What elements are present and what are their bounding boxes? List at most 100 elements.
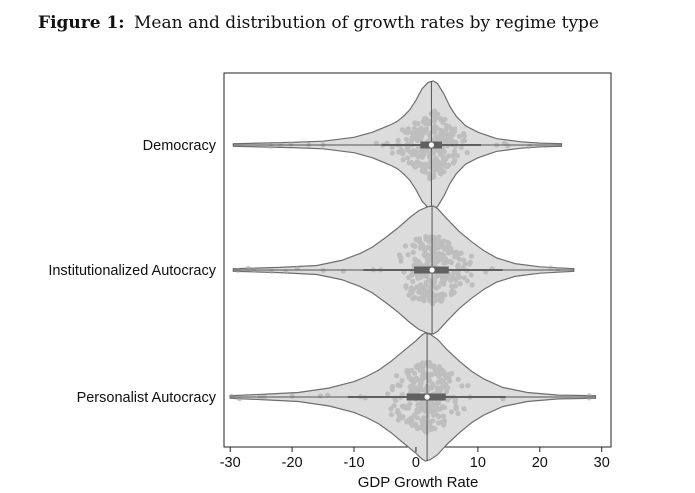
distribution-point bbox=[469, 282, 475, 288]
figure-title: Mean and distribution of growth rates by… bbox=[133, 13, 599, 33]
distribution-point bbox=[397, 383, 403, 389]
distribution-point bbox=[409, 160, 415, 166]
distribution-point bbox=[395, 407, 401, 414]
distribution-point bbox=[441, 274, 447, 281]
distribution-point bbox=[443, 375, 449, 381]
distribution-point bbox=[393, 373, 400, 379]
distribution-point bbox=[432, 292, 439, 298]
distribution-point bbox=[429, 371, 435, 377]
distribution-point bbox=[441, 260, 447, 266]
distribution-point bbox=[408, 285, 414, 291]
distribution-point bbox=[423, 282, 430, 288]
distribution-point bbox=[448, 291, 455, 298]
distribution-point bbox=[400, 415, 406, 421]
distribution-point bbox=[438, 130, 444, 136]
distribution-point bbox=[408, 388, 414, 394]
x-tick-label: 0 bbox=[412, 455, 420, 471]
distribution-point bbox=[412, 294, 418, 301]
x-tick-label: -10 bbox=[344, 455, 365, 471]
figure-label: Figure 1: bbox=[38, 13, 125, 33]
distribution-point bbox=[452, 126, 458, 132]
distribution-point bbox=[434, 385, 440, 391]
distribution-point bbox=[389, 150, 395, 156]
distribution-point bbox=[459, 383, 465, 389]
distribution-point bbox=[418, 380, 424, 386]
median-marker bbox=[429, 267, 435, 273]
distribution-point bbox=[397, 253, 403, 259]
distribution-point bbox=[440, 413, 446, 419]
distribution-point bbox=[416, 273, 422, 279]
distribution-point bbox=[453, 406, 459, 412]
distribution-point bbox=[436, 250, 442, 257]
outlier-point bbox=[288, 141, 294, 147]
distribution-point bbox=[406, 274, 412, 281]
distribution-point bbox=[423, 372, 429, 378]
distribution-point bbox=[403, 283, 409, 289]
distribution-point bbox=[436, 420, 442, 426]
outlier-point bbox=[289, 393, 295, 399]
distribution-point bbox=[460, 138, 466, 144]
category-label: Institutionalized Autocracy bbox=[48, 263, 216, 279]
distribution-point bbox=[468, 272, 474, 278]
distribution-point bbox=[411, 148, 417, 155]
distribution-point bbox=[428, 426, 434, 432]
x-tick-label: -20 bbox=[282, 455, 303, 471]
distribution-point bbox=[456, 133, 462, 139]
distribution-point bbox=[453, 283, 459, 289]
distribution-point bbox=[438, 117, 444, 123]
distribution-point bbox=[441, 148, 447, 154]
distribution-point bbox=[462, 261, 468, 267]
distribution-point bbox=[427, 378, 433, 384]
x-tick-label: -30 bbox=[220, 455, 241, 471]
distribution-point bbox=[435, 111, 441, 117]
distribution-point bbox=[426, 171, 432, 177]
distribution-point bbox=[452, 148, 458, 154]
distribution-point bbox=[435, 379, 441, 385]
distribution-point bbox=[395, 137, 401, 143]
figure-caption: Figure 1: Mean and distribution of growt… bbox=[38, 13, 599, 33]
distribution-point bbox=[407, 401, 413, 407]
x-tick-label: 20 bbox=[532, 455, 548, 471]
distribution-point bbox=[443, 134, 450, 140]
distribution-point bbox=[425, 407, 431, 413]
outlier-point bbox=[586, 395, 592, 401]
distribution-point bbox=[430, 150, 436, 156]
distribution-point bbox=[453, 139, 459, 146]
distribution-point bbox=[464, 150, 470, 156]
violin-group-0 bbox=[232, 80, 563, 210]
distribution-point bbox=[417, 136, 423, 142]
distribution-point bbox=[461, 406, 467, 412]
distribution-point bbox=[419, 360, 426, 366]
distribution-point bbox=[433, 285, 439, 291]
distribution-point bbox=[426, 238, 432, 244]
distribution-point bbox=[424, 273, 430, 279]
distribution-point bbox=[404, 369, 410, 375]
median-marker bbox=[424, 394, 430, 400]
distribution-point bbox=[408, 367, 414, 373]
distribution-point bbox=[409, 136, 415, 142]
distribution-point bbox=[412, 120, 418, 126]
distribution-point bbox=[442, 244, 449, 250]
distribution-point bbox=[461, 133, 467, 139]
distribution-point bbox=[426, 295, 432, 301]
distribution-point bbox=[439, 296, 445, 302]
distribution-point bbox=[447, 131, 453, 137]
outlier-point bbox=[269, 268, 275, 274]
x-axis: -30 -20 -10 0 10 20 30 bbox=[220, 447, 610, 471]
distribution-point bbox=[420, 368, 426, 374]
distribution-point bbox=[420, 407, 426, 413]
distribution-point bbox=[437, 368, 443, 374]
distribution-point bbox=[464, 278, 470, 284]
distribution-point bbox=[404, 129, 410, 135]
distribution-point bbox=[455, 274, 461, 280]
distribution-point bbox=[457, 281, 463, 287]
distribution-point bbox=[395, 417, 401, 423]
distribution-point bbox=[440, 279, 446, 285]
x-tick-label: 30 bbox=[594, 455, 610, 471]
distribution-point bbox=[427, 359, 433, 366]
violins-layer bbox=[228, 80, 597, 462]
distribution-point bbox=[413, 421, 419, 427]
distribution-point bbox=[399, 378, 405, 384]
distribution-point bbox=[408, 376, 414, 382]
